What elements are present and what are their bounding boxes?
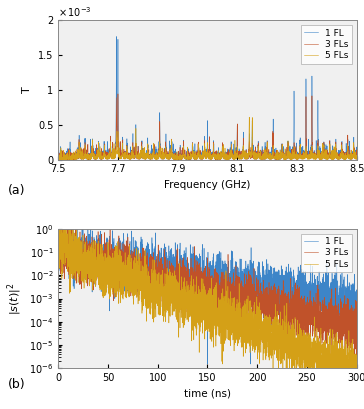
Text: (a): (a)	[8, 184, 25, 197]
3 FLs	[279, 154, 283, 159]
5 FLs	[175, 279, 180, 284]
1 FL	[302, 155, 306, 160]
5 FLs	[302, 149, 306, 154]
5 FLs	[42, 389, 46, 394]
3 FLs	[173, 268, 177, 273]
1 FL	[175, 267, 180, 272]
1 FL	[345, 305, 349, 310]
1 FL	[355, 302, 359, 307]
Line: 5 FLs: 5 FLs	[43, 222, 357, 391]
1 FL	[329, 304, 334, 309]
3 FLs	[56, 154, 60, 159]
1 FL	[269, 267, 273, 272]
3 FLs	[355, 337, 359, 342]
3 FLs	[250, 149, 255, 154]
1 FL	[41, 383, 46, 388]
3 FLs	[329, 335, 334, 340]
3 FLs	[60, 220, 64, 225]
1 FL	[114, 34, 119, 39]
3 FLs	[58, 157, 63, 162]
5 FLs	[279, 154, 283, 159]
Line: 1 FL: 1 FL	[58, 36, 357, 160]
3 FLs	[175, 285, 180, 290]
3 FLs	[190, 270, 195, 274]
5 FLs	[57, 157, 61, 162]
5 FLs	[235, 144, 240, 149]
Line: 3 FLs: 3 FLs	[58, 94, 357, 160]
5 FLs	[173, 288, 177, 293]
5 FLs	[62, 220, 66, 225]
1 FL	[57, 157, 61, 162]
Legend: 1 FL, 3 FLs, 5 FLs: 1 FL, 3 FLs, 5 FLs	[301, 25, 352, 64]
Text: (b): (b)	[8, 378, 25, 391]
1 FL	[355, 155, 359, 160]
3 FLs	[345, 322, 349, 327]
Line: 1 FL: 1 FL	[43, 222, 357, 391]
5 FLs	[329, 356, 334, 361]
3 FLs	[269, 284, 273, 289]
1 FL	[170, 154, 175, 159]
3 FLs	[235, 121, 240, 126]
5 FLs	[247, 115, 252, 119]
3 FLs	[170, 154, 175, 159]
1 FL	[110, 155, 115, 160]
Line: 5 FLs: 5 FLs	[58, 117, 357, 160]
5 FLs	[269, 347, 273, 352]
5 FLs	[110, 156, 115, 161]
5 FLs	[250, 137, 255, 142]
1 FL	[235, 123, 240, 128]
Line: 3 FLs: 3 FLs	[43, 222, 357, 391]
3 FLs	[355, 157, 359, 162]
3 FLs	[116, 91, 120, 96]
1 FL	[41, 389, 46, 394]
5 FLs	[345, 371, 349, 375]
1 FL	[173, 273, 177, 278]
X-axis label: Frequency (GHz): Frequency (GHz)	[164, 180, 251, 190]
1 FL	[56, 157, 60, 162]
5 FLs	[190, 315, 195, 320]
Legend: 1 FL, 3 FLs, 5 FLs: 1 FL, 3 FLs, 5 FLs	[301, 234, 352, 272]
3 FLs	[302, 156, 306, 161]
1 FL	[63, 220, 67, 225]
X-axis label: time (ns): time (ns)	[184, 389, 231, 398]
3 FLs	[41, 389, 46, 394]
5 FLs	[41, 384, 46, 389]
5 FLs	[56, 156, 60, 161]
5 FLs	[355, 353, 359, 357]
5 FLs	[170, 155, 174, 160]
5 FLs	[355, 156, 359, 161]
3 FLs	[41, 382, 46, 387]
1 FL	[190, 285, 195, 290]
3 FLs	[110, 153, 115, 157]
Text: $\times\,10^{-3}$: $\times\,10^{-3}$	[58, 5, 92, 19]
1 FL	[250, 138, 255, 143]
1 FL	[279, 154, 283, 159]
Y-axis label: T: T	[23, 87, 32, 93]
Y-axis label: $|s(t)|^{2}$: $|s(t)|^{2}$	[5, 282, 24, 315]
